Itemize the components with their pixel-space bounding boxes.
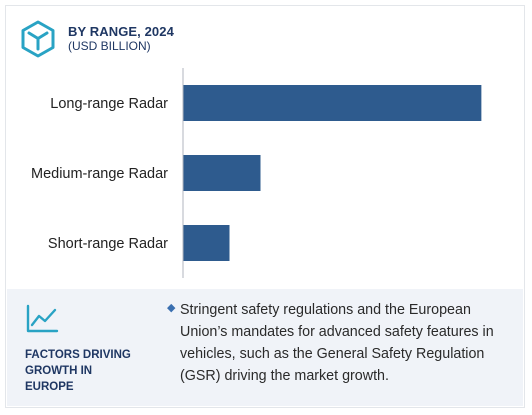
bar-chart: Long-range Radar Medium-range Radar Short-… (31, 68, 482, 278)
chart-title: BY RANGE, 2024 (68, 24, 174, 39)
bar (183, 85, 482, 121)
chart-card: BY RANGE, 2024 (USD BILLION) Long-range … (5, 5, 525, 408)
factors-label: FACTORS DRIVING GROWTH IN EUROPE (25, 349, 131, 393)
category-label: Long-range Radar (50, 96, 168, 112)
factors-panel: FACTORS DRIVING GROWTH IN EUROPE ◆ Strin… (7, 289, 523, 406)
chart-subtitle: (USD BILLION) (68, 39, 151, 53)
bar (183, 225, 230, 261)
cube-logo-icon (21, 20, 55, 58)
category-label: Medium-range Radar (31, 166, 168, 182)
category-label: Short-range Radar (48, 236, 168, 252)
factor-description: Stringent safety regulations and the Eur… (180, 302, 494, 384)
bar (183, 155, 261, 191)
header-text: BY RANGE, 2024 (USD BILLION) (68, 24, 174, 54)
chart-header: BY RANGE, 2024 (USD BILLION) (18, 15, 174, 67)
diamond-bullet-icon: ◆ (167, 302, 176, 314)
trend-line-icon (26, 304, 59, 333)
